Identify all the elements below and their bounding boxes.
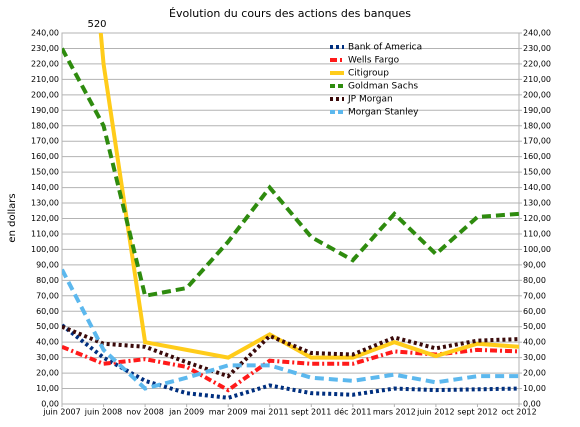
y2-tick-label: 190,00: [523, 106, 551, 115]
y-tick-label: 240,00: [31, 29, 59, 38]
y-tick-label: 20,00: [36, 369, 59, 378]
x-tick-label: mar 2009: [209, 408, 248, 417]
y2-tick-label: 10,00: [523, 384, 546, 393]
y2-tick-label: 200,00: [523, 90, 551, 99]
x-tick-label: juin 2007: [42, 408, 81, 417]
legend-label: Bank of America: [348, 43, 422, 53]
legend-label: JP Morgan: [347, 95, 393, 105]
legend: Bank of America Wells Fargo Citigroup Goldm…: [330, 43, 422, 118]
y2-tick-label: 240,00: [523, 29, 551, 38]
legend-label: Wells Fargo: [348, 56, 400, 66]
y2-tick-label: 40,00: [523, 338, 546, 347]
legend-label: Morgan Stanley: [348, 108, 419, 118]
y2-tick-label: 120,00: [523, 214, 551, 223]
y-tick-label: 220,00: [31, 59, 59, 68]
y-tick-label: 70,00: [36, 291, 59, 300]
line-series: [62, 47, 519, 299]
y2-tick-label: 150,00: [523, 168, 551, 177]
legend-label: Goldman Sachs: [348, 82, 418, 92]
x-tick-label: juin 2008: [84, 408, 123, 417]
y2-tick-label: 60,00: [523, 307, 546, 316]
x-tick-label: mars 2012: [373, 408, 416, 417]
x-tick-label: oct 2012: [501, 408, 536, 417]
line-series: [98, 33, 519, 360]
y-tick-label: 100,00: [31, 245, 59, 254]
y2-tick-label: 30,00: [523, 353, 546, 362]
y2-tick-label: 130,00: [523, 199, 551, 208]
line-series: [62, 344, 519, 393]
y-axis-title: en dollars: [7, 193, 18, 242]
y-tick-label: 170,00: [31, 137, 59, 146]
y-tick-label: 210,00: [31, 75, 59, 84]
y2-tick-label: 110,00: [523, 229, 551, 238]
y-tick-label: 80,00: [36, 276, 59, 285]
y2-tick-label: 140,00: [523, 183, 551, 192]
y-tick-label: 10,00: [36, 384, 59, 393]
y-tick-label: 50,00: [36, 322, 59, 331]
y-tick-label: 60,00: [36, 307, 59, 316]
y-tick-label: 120,00: [31, 214, 59, 223]
y2-tick-label: 50,00: [523, 322, 546, 331]
y-tick-label: 90,00: [36, 260, 59, 269]
y2-tick-label: 90,00: [523, 260, 546, 269]
annotation: 520: [87, 19, 106, 30]
y-tick-label: 130,00: [31, 199, 59, 208]
y-tick-label: 0,00: [41, 400, 59, 409]
y2-tick-label: 170,00: [523, 137, 551, 146]
y-tick-label: 190,00: [31, 106, 59, 115]
x-tick-label: nov 2008: [126, 408, 164, 417]
y2-tick-label: 20,00: [523, 369, 546, 378]
chart-title: Évolution du cours des actions des banqu…: [169, 7, 411, 20]
y2-tick-label: 230,00: [523, 44, 551, 53]
y2-tick-label: 100,00: [523, 245, 551, 254]
line-series: [62, 324, 519, 379]
y-tick-label: 110,00: [31, 229, 59, 238]
legend-label: Citigroup: [348, 69, 389, 79]
y2-tick-label: 80,00: [523, 276, 546, 285]
line-series: [62, 323, 519, 400]
x-tick-label: mai 2011: [251, 408, 289, 417]
y2-tick-label: 180,00: [523, 121, 551, 130]
x-tick-label: déc 2011: [334, 407, 371, 417]
y2-tick-label: 0,00: [523, 400, 541, 409]
y-tick-label: 200,00: [31, 90, 59, 99]
y-tick-label: 160,00: [31, 152, 59, 161]
y-tick-label: 180,00: [31, 121, 59, 130]
x-tick-label: jan 2009: [168, 408, 204, 417]
y2-tick-label: 160,00: [523, 152, 551, 161]
y-tick-label: 140,00: [31, 183, 59, 192]
plot-frame: [61, 32, 520, 405]
plot-lines: [62, 33, 519, 400]
y2-tick-label: 220,00: [523, 59, 551, 68]
line-series: [62, 268, 519, 391]
x-tick-label: sept 2011: [291, 408, 331, 417]
x-tick-label: juin 2012: [416, 408, 455, 417]
y-tick-label: 230,00: [31, 44, 59, 53]
x-tick-label: sept 2012: [457, 408, 497, 417]
y2-tick-label: 70,00: [523, 291, 546, 300]
y-tick-label: 40,00: [36, 338, 59, 347]
y-tick-label: 30,00: [36, 353, 59, 362]
y-tick-label: 150,00: [31, 168, 59, 177]
y2-tick-label: 210,00: [523, 75, 551, 84]
